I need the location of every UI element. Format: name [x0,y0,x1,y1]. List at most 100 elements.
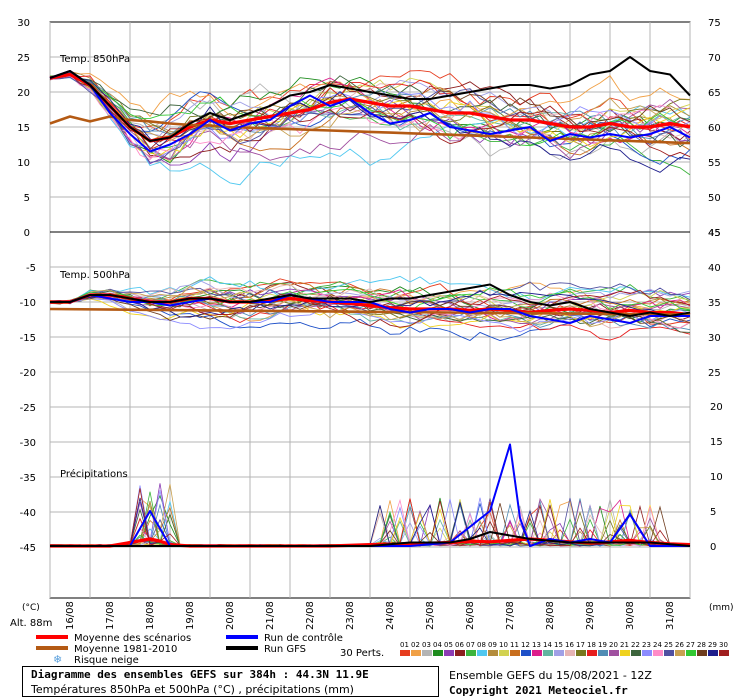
member-line-t850 [49,73,691,140]
member-line-t500 [49,286,691,328]
member-label: 22 [631,641,640,649]
x-tick-label: 27/08 [505,601,516,630]
y-tick-label-t850: 15 [17,123,30,134]
member-label: 28 [697,641,706,649]
member-label: 29 [708,641,717,649]
y-tick-label-right: 60 [708,123,721,134]
altitude-label: Alt. 88m [10,618,52,629]
member-swatch [411,650,421,656]
member-swatch [708,650,718,656]
copyright: Copyright 2021 Meteociel.fr [449,684,628,697]
member-label: 17 [576,641,585,649]
member-swatch [620,650,630,656]
y-tick-label-t850: 30 [17,18,30,29]
member-label: 04 [433,641,442,649]
y-tick-label-right: 30 [708,333,721,344]
member-label: 30 [719,641,728,649]
member-swatch [521,650,531,656]
legend-label-gfs: Run GFS [264,644,306,655]
member-line-t850 [49,76,691,161]
member-swatch [444,650,454,656]
member-label: 25 [664,641,673,649]
member-line-t850 [49,73,691,151]
member-swatch [433,650,443,656]
panel-title-precip: Précipitations [60,468,128,480]
member-label: 07 [466,641,475,649]
y-tick-label-right: 25 [708,368,721,379]
y-tick-label-t850: 10 [17,158,30,169]
member-label: 09 [488,641,497,649]
member-swatch [488,650,498,656]
series-line [50,531,691,547]
y-tick-label-t500: -5 [26,263,36,274]
member-line-t500 [49,275,691,304]
member-swatch [565,650,575,656]
member-swatch [554,650,564,656]
y-tick-label-t500: -10 [20,298,36,309]
y-tick-label-t500: -20 [20,368,36,379]
member-swatch [422,650,432,656]
legend-label-snow: Risque neige [74,655,139,666]
member-swatch [400,650,410,656]
member-line-t850 [49,75,691,158]
member-label: 16 [565,641,574,649]
perts-label: 30 Perts. [340,648,384,659]
y-tick-label-right: 55 [708,158,721,169]
y-tick-label-precip-mm: 0 [710,542,716,553]
x-tick-label: 18/08 [145,601,156,630]
panel-title-t500: Temp. 500hPa [59,270,130,281]
x-tick-label: 25/08 [425,601,436,630]
x-tick-label: 30/08 [625,601,636,630]
member-swatch [686,650,696,656]
member-label: 15 [554,641,563,649]
member-swatch [466,650,476,656]
member-swatch [719,650,729,656]
member-label: 14 [543,641,552,649]
member-line-t500 [49,287,691,313]
member-swatch [576,650,586,656]
y-tick-label-right: 75 [708,18,721,29]
member-label: 03 [422,641,431,649]
x-tick-label: 22/08 [305,601,316,630]
x-tick-label: 20/08 [225,601,236,630]
member-line-t850 [49,73,691,164]
x-tick-label: 24/08 [385,601,396,630]
member-line-t850 [49,70,691,140]
member-swatch [543,650,553,656]
member-swatch [587,650,597,656]
legend: Moyenne des scénarios Moyenne 1981-2010 … [36,632,343,666]
y-tick-label-right: 50 [708,193,721,204]
member-label: 21 [620,641,629,649]
y-tick-label-t850: 25 [17,53,30,64]
series-line [49,307,691,316]
member-line-t500 [49,280,691,312]
member-label: 01 [400,641,409,649]
x-tick-label: 21/08 [265,601,276,630]
chart-subtitle: Températures 850hPa et 500hPa (°C) , pré… [31,683,354,696]
member-line-t850 [49,74,691,147]
y-tick-label-right: 35 [708,298,721,309]
member-swatch [455,650,465,656]
member-label: 05 [444,641,453,649]
member-label: 08 [477,641,486,649]
member-swatch [697,650,707,656]
member-label: 24 [653,641,662,649]
members-legend: 01 02 03 04 05 06 07 08 09 10 11 12 13 14 15 16 17 18 19 20… [400,641,729,656]
member-label: 06 [455,641,464,649]
y-tick-label-precip: -45 [20,543,36,554]
member-label: 23 [642,641,651,649]
series-line [49,70,691,153]
member-swatch [675,650,685,656]
member-swatch [642,650,652,656]
member-swatch [532,650,542,656]
series-line [49,115,691,145]
y-tick-label-precip-mm: 20 [710,402,723,413]
member-label: 10 [499,641,508,649]
x-tick-label: 29/08 [585,601,596,630]
unit-left-label: (°C) [22,603,40,613]
y-tick-label-precip: -25 [20,403,36,414]
y-tick-label-right: 70 [708,53,721,64]
y-tick-label-t850: 5 [24,193,30,204]
snowflake-icon: ❄ [53,653,62,666]
